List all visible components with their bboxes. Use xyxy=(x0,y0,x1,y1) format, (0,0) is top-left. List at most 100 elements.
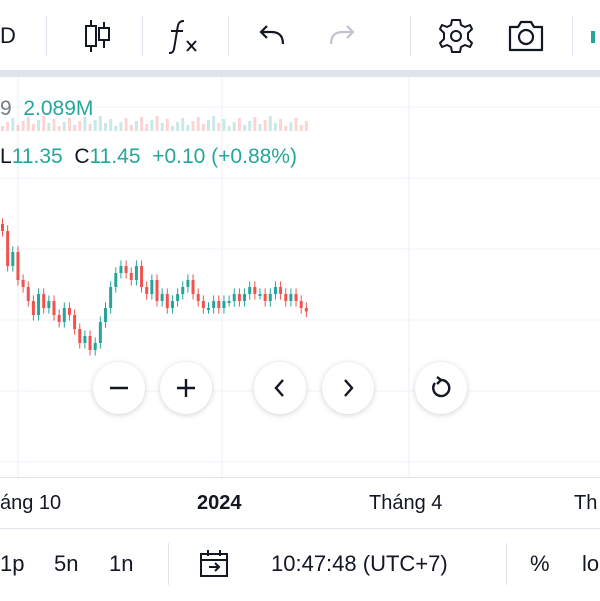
candle-body xyxy=(37,294,41,315)
range-1p-button[interactable]: 1p xyxy=(0,551,25,576)
chart-type-button[interactable] xyxy=(74,14,120,58)
candle-body xyxy=(273,287,277,294)
candle-body xyxy=(119,266,123,273)
candle-body xyxy=(26,287,30,301)
candle-body xyxy=(57,315,61,322)
scroll-right-button[interactable] xyxy=(322,362,374,414)
plus-icon xyxy=(177,379,195,397)
candle-body xyxy=(217,301,221,308)
candle-body xyxy=(114,273,118,287)
log-toggle[interactable]: lo xyxy=(582,551,600,576)
candle-body xyxy=(279,287,283,294)
undo-button[interactable] xyxy=(250,14,294,58)
candle-body xyxy=(124,266,128,273)
indicators-button[interactable] xyxy=(160,14,206,58)
toolbar-divider xyxy=(572,16,573,56)
volume-bar xyxy=(124,118,128,131)
volume-bar xyxy=(16,125,20,131)
candle-body xyxy=(165,294,169,308)
volume-bar xyxy=(47,123,51,131)
bottom-toolbar: 1p 5n 1n 10:47:48 (UTC+7) % lo xyxy=(0,528,600,601)
screenshot-button[interactable] xyxy=(504,14,548,58)
close-value: 11.45 xyxy=(89,145,141,168)
candle-body xyxy=(284,294,288,301)
volume-bar xyxy=(160,123,164,131)
percent-toggle[interactable]: % xyxy=(530,551,550,576)
redo-icon xyxy=(329,25,355,45)
candle-body xyxy=(67,308,71,315)
volume-bar xyxy=(176,122,180,131)
low-label: L xyxy=(0,145,12,168)
volume-bar xyxy=(52,119,56,131)
candle-body xyxy=(98,322,102,343)
volume-bar xyxy=(248,121,252,131)
candle-body xyxy=(176,294,180,301)
candle-body xyxy=(134,266,138,280)
candle-body xyxy=(145,287,149,294)
volume-bar xyxy=(289,122,293,131)
volume-bar xyxy=(253,117,257,131)
volume-bar xyxy=(98,116,102,131)
time-axis[interactable]: áng 10 2024 Tháng 4 Th xyxy=(0,477,600,528)
candle-body xyxy=(232,294,236,301)
candle-body xyxy=(170,301,174,308)
candle-body xyxy=(248,287,252,294)
volume-bar xyxy=(273,123,277,131)
more-icon xyxy=(591,31,595,43)
range-1n-button[interactable]: 1n xyxy=(109,551,134,576)
candle-body xyxy=(150,280,154,294)
go-to-date-button[interactable] xyxy=(199,549,231,585)
volume-bar xyxy=(83,117,87,131)
volume-value: 2.089M xyxy=(23,97,94,120)
price-chart xyxy=(0,77,600,477)
top-toolbar: D xyxy=(0,0,600,72)
volume-bar xyxy=(186,125,190,131)
volume-bar xyxy=(191,121,195,131)
candle-body xyxy=(289,294,293,301)
toolbar-divider xyxy=(410,16,411,56)
volume-bar xyxy=(145,124,149,131)
volume-bar xyxy=(78,121,82,131)
volume-bar xyxy=(304,121,308,131)
toolbar-divider xyxy=(142,16,143,56)
candle-body xyxy=(186,280,190,287)
scroll-left-button[interactable] xyxy=(254,362,306,414)
time-tick-year: 2024 xyxy=(197,492,242,514)
candle-body xyxy=(73,315,77,329)
volume-bar xyxy=(57,126,61,131)
timezone-clock[interactable]: 10:47:48 (UTC+7) xyxy=(271,551,448,576)
time-tick: Th xyxy=(574,492,598,514)
low-value: 11.35 xyxy=(11,145,63,168)
range-5n-button[interactable]: 5n xyxy=(54,551,79,576)
settings-button[interactable] xyxy=(434,14,478,58)
candle-body xyxy=(16,252,20,280)
candle-body xyxy=(62,308,66,322)
volume-bar xyxy=(21,121,25,131)
volume-bar xyxy=(11,118,15,131)
volume-bar xyxy=(279,119,283,131)
reset-chart-button[interactable] xyxy=(415,362,467,414)
volume-legend: 9 2.089M xyxy=(0,97,93,121)
candle-body xyxy=(21,280,25,287)
change-value: +0.10 (+0.88%) xyxy=(152,145,297,168)
volume-bar xyxy=(181,118,185,131)
volume-bar xyxy=(88,124,92,131)
candle-body xyxy=(88,336,92,350)
candle-body xyxy=(222,301,226,308)
zoom-out-button[interactable] xyxy=(93,362,145,414)
chart-pane[interactable] xyxy=(0,77,600,477)
candle-body xyxy=(31,301,35,315)
volume-bar xyxy=(31,124,35,131)
function-icon xyxy=(168,20,197,54)
close-label: C xyxy=(74,145,90,168)
volume-bar xyxy=(67,118,71,131)
redo-button[interactable] xyxy=(320,14,364,58)
symbol-button[interactable]: D xyxy=(0,14,20,58)
candle-body xyxy=(258,294,262,296)
candle-body xyxy=(93,343,97,350)
candle-body xyxy=(263,294,267,301)
volume-bar xyxy=(42,116,46,131)
zoom-in-button[interactable] xyxy=(160,362,212,414)
more-button[interactable] xyxy=(588,14,600,58)
candle-body xyxy=(181,287,185,294)
